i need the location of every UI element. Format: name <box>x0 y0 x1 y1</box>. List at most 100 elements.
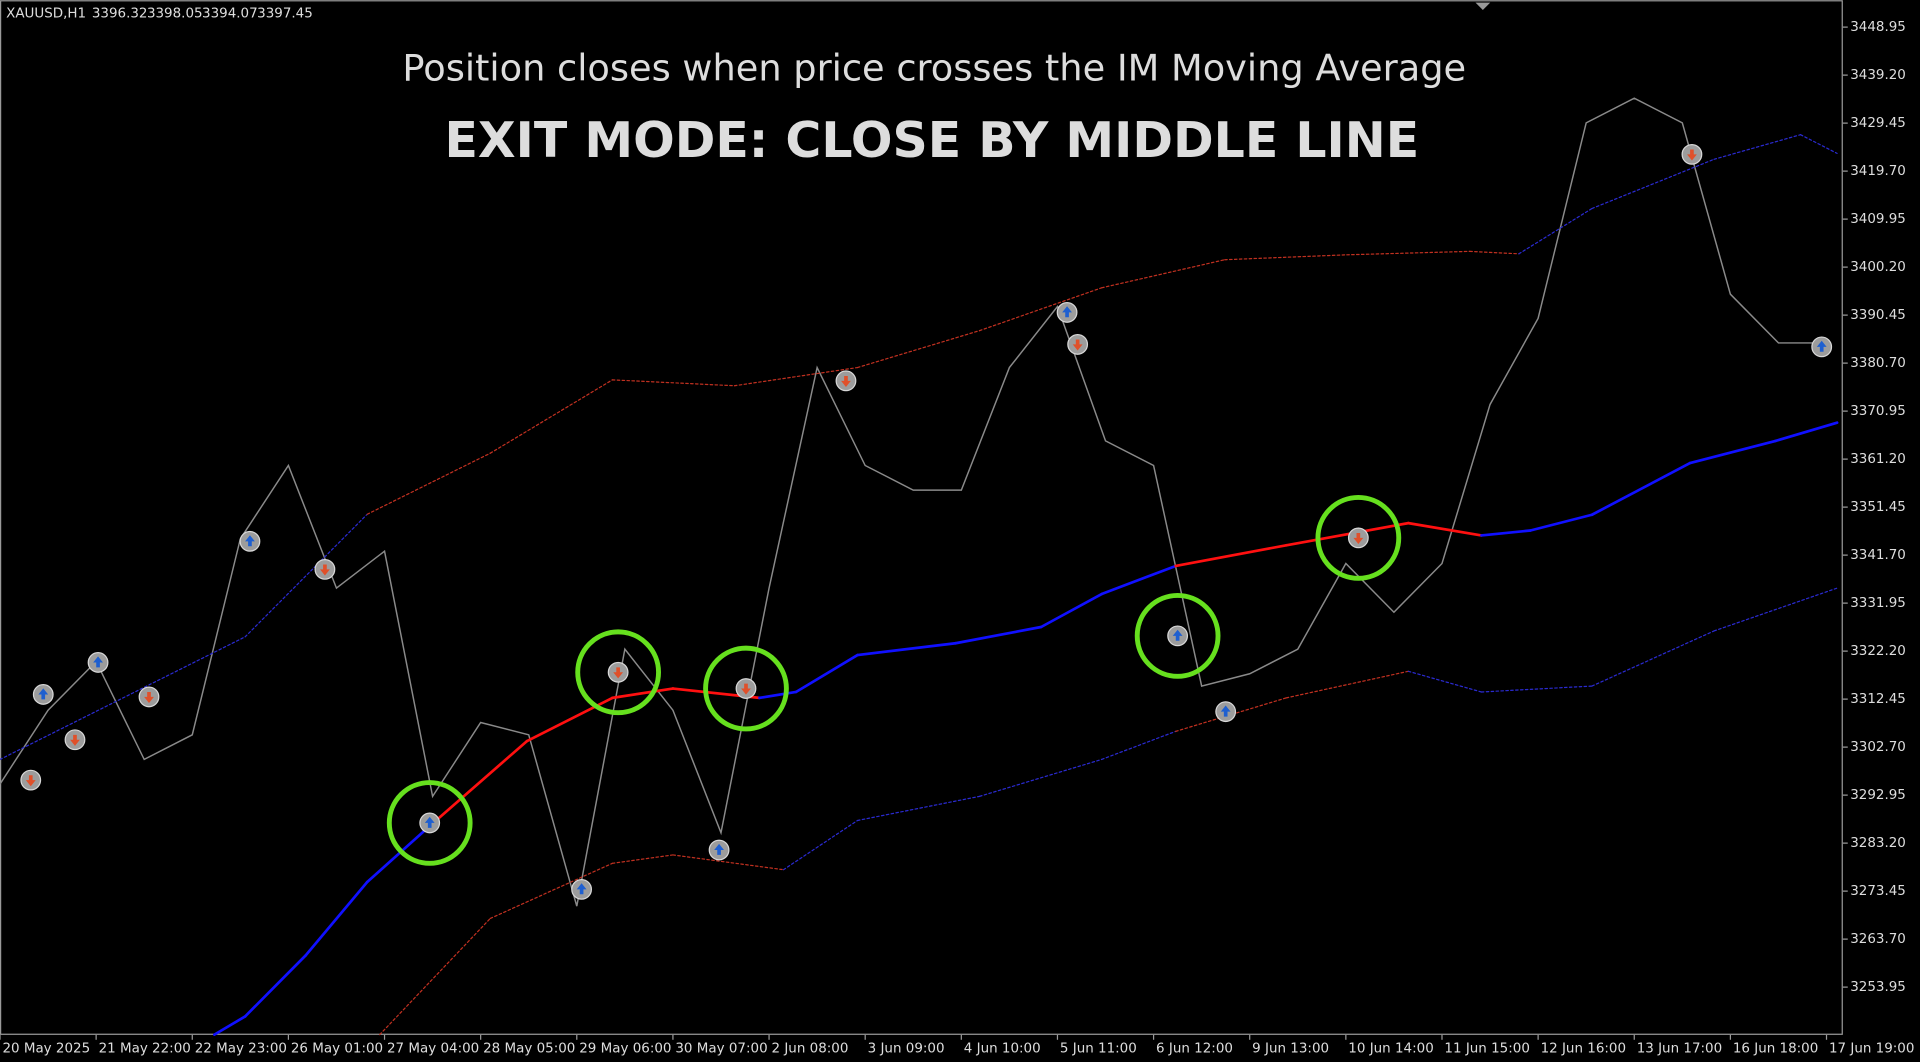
band-line <box>672 854 785 871</box>
middle-line <box>213 1015 247 1036</box>
highlight-circle <box>703 645 789 732</box>
sell-marker <box>835 370 857 392</box>
band-line <box>978 758 1103 797</box>
marker-arrow <box>1220 705 1231 717</box>
x-tick-label: 11 Jun 15:00 <box>1444 1041 1529 1056</box>
middle-line <box>1529 513 1594 532</box>
y-tick-label: 3292.95 <box>1850 788 1906 803</box>
y-tick-label: 3380.70 <box>1850 356 1906 371</box>
marker-arrow <box>1816 340 1827 352</box>
sell-marker <box>1067 334 1089 355</box>
band-line <box>1713 134 1802 160</box>
band-line <box>366 452 491 515</box>
band-line <box>1407 670 1483 693</box>
middle-line <box>758 690 798 700</box>
middle-line <box>1039 592 1104 629</box>
y-tick-label: 3390.45 <box>1850 308 1906 323</box>
band-line <box>1799 134 1838 155</box>
y-tick-label: 3361.20 <box>1850 452 1906 467</box>
x-tick-label: 27 May 04:00 <box>387 1041 479 1056</box>
middle-line <box>1100 564 1178 596</box>
buy-marker <box>239 530 261 552</box>
marker-arrow <box>320 564 330 576</box>
x-tick-label: 13 Jun 17:00 <box>1637 1041 1722 1056</box>
y-tick-label: 3448.95 <box>1850 20 1906 35</box>
x-tick-label: 17 Jun 19:00 <box>1829 1041 1914 1056</box>
x-tick-label: 6 Jun 12:00 <box>1156 1041 1233 1056</box>
sell-marker <box>64 729 86 751</box>
buy-marker <box>87 652 109 673</box>
y-tick-label: 3409.95 <box>1850 212 1906 227</box>
band-line <box>379 917 491 1036</box>
band-line <box>1101 730 1177 761</box>
plot-area <box>0 97 1839 1036</box>
x-tick-label: 29 May 06:00 <box>579 1041 671 1056</box>
middle-line <box>1688 439 1777 465</box>
band-line <box>1224 254 1348 261</box>
band-line <box>611 854 674 864</box>
marker-arrow <box>144 692 154 704</box>
y-tick-label: 3341.70 <box>1850 548 1906 563</box>
middle-line <box>365 825 431 884</box>
marker-arrow <box>1687 149 1697 161</box>
band-line <box>782 819 859 871</box>
marker-arrow <box>741 683 751 695</box>
band-line <box>489 379 613 454</box>
marker-arrow <box>1172 629 1183 641</box>
band-line <box>1518 207 1593 255</box>
band-line <box>856 795 981 822</box>
x-tick-label: 26 May 01:00 <box>291 1041 383 1056</box>
middle-line <box>1284 521 1410 547</box>
x-tick-label: 28 May 05:00 <box>483 1041 575 1056</box>
y-tick-label: 3283.20 <box>1850 836 1906 851</box>
x-tick-label: 30 May 07:00 <box>675 1041 767 1056</box>
highlight-circle <box>386 780 473 866</box>
middle-line <box>243 954 308 1018</box>
band-line <box>1175 697 1287 732</box>
sell-marker <box>1347 527 1369 549</box>
y-tick-label: 3273.45 <box>1850 884 1906 899</box>
buy-marker <box>419 812 441 834</box>
y-tick-label: 3263.70 <box>1850 932 1906 947</box>
ohlc-value: 3397.45 <box>257 7 313 22</box>
middle-line <box>304 880 369 957</box>
sell-marker <box>138 686 160 708</box>
middle-line <box>1174 543 1288 568</box>
highlight-circle <box>575 629 661 716</box>
y-tick-label: 3322.20 <box>1850 644 1906 659</box>
buy-marker <box>708 839 730 861</box>
y-tick-label: 3429.45 <box>1850 116 1906 131</box>
band-line <box>1591 158 1715 210</box>
marker-arrow <box>245 535 255 547</box>
scroll-marker <box>1475 2 1491 10</box>
band-line <box>1713 587 1838 632</box>
ohlc-value: 3394.07 <box>202 7 258 22</box>
middle-line <box>856 641 957 657</box>
y-tick-label: 3419.70 <box>1850 164 1906 179</box>
sell-marker <box>735 678 757 699</box>
middle-line <box>1480 529 1532 537</box>
x-tick-label: 5 Jun 11:00 <box>1060 1041 1137 1056</box>
middle-line <box>611 687 675 700</box>
buy-marker <box>1215 701 1237 723</box>
x-tick-label: 20 May 2025 <box>2 1041 90 1056</box>
x-tick-label: 4 Jun 10:00 <box>964 1041 1041 1056</box>
sell-marker <box>314 558 336 580</box>
x-tick-label: 22 May 23:00 <box>195 1041 287 1056</box>
band-line <box>1346 250 1471 256</box>
marker-arrow <box>1072 339 1083 351</box>
x-tick-label: 3 Jun 09:00 <box>868 1041 945 1056</box>
y-tick-label: 3331.95 <box>1850 596 1906 611</box>
y-tick-label: 3400.20 <box>1850 260 1906 275</box>
middle-line <box>794 653 859 694</box>
y-tick-label: 3312.45 <box>1850 692 1906 707</box>
marker-arrow <box>576 883 587 895</box>
marker-arrow <box>70 734 80 746</box>
band-line <box>0 636 246 761</box>
y-tick-label: 3302.70 <box>1850 740 1906 755</box>
sell-marker <box>1681 143 1703 165</box>
x-tick-label: 9 Jun 13:00 <box>1252 1041 1329 1056</box>
x-tick-label: 12 Jun 16:00 <box>1541 1041 1626 1056</box>
band-line <box>1469 250 1520 255</box>
